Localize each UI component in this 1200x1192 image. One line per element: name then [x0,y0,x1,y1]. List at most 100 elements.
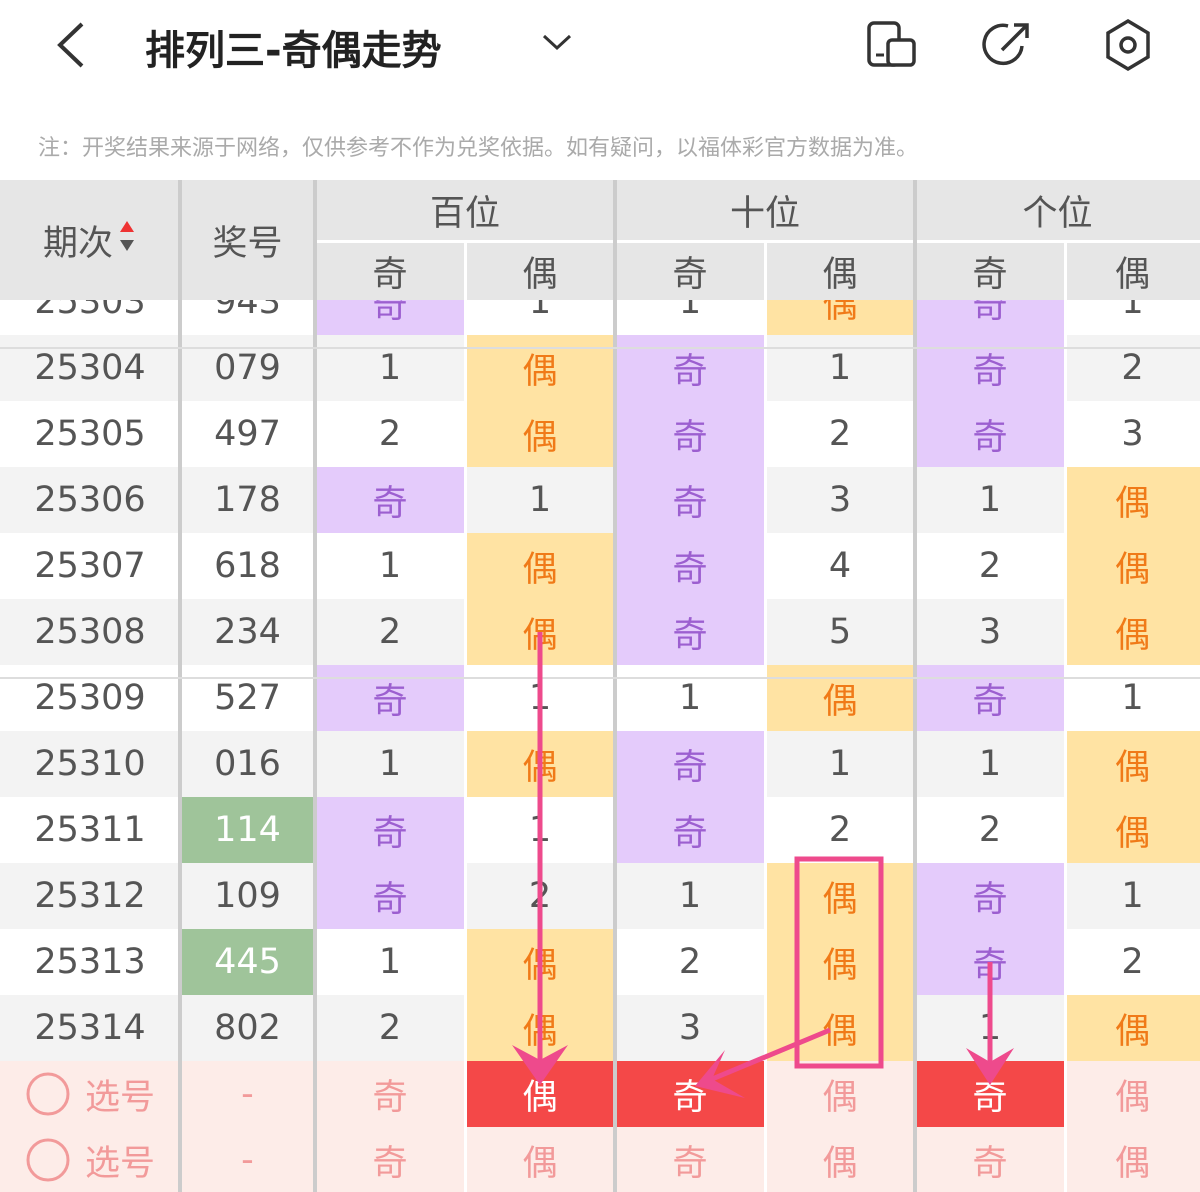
trend-cell: 奇 [915,863,1065,929]
trend-cell: 偶 [1065,995,1200,1061]
issue: 25312 [34,876,146,916]
trend-cell: 奇 [615,731,765,797]
trend-cell: 偶 [1065,467,1200,533]
trend-cell: 奇 [915,401,1065,467]
sub-header: 偶 [765,240,915,300]
row-divider [0,677,1200,679]
trend-cell: 奇 [915,335,1065,401]
number: 234 [214,612,281,652]
sub-header: 奇 [615,240,765,300]
trend-cell: 2 [978,810,1002,850]
trend-cell: 1 [978,480,1002,520]
issue: 25314 [34,1008,146,1048]
trend-cell: 1 [978,744,1002,784]
pick-label[interactable]: 选号 [0,1061,180,1127]
pick-cell[interactable]: 奇 [615,1061,765,1127]
trend-cell: 1 [678,678,702,718]
trend-cell: 奇 [315,863,465,929]
share-icon[interactable] [982,20,1034,70]
trend-cell: 奇 [615,467,765,533]
trend-cell: 偶 [1065,797,1200,863]
trend-cell: 1 [678,876,702,916]
title: 排列三-奇偶走势 [145,28,442,74]
trend-cell: 奇 [615,401,765,467]
pick-cell[interactable]: 奇 [972,1143,1008,1184]
trend-cell: 2 [678,942,702,982]
trend-cell: 5 [828,612,852,652]
sort-icon[interactable] [117,218,137,263]
pick-cell[interactable]: 奇 [672,1143,708,1184]
trend-cell: 偶 [765,665,915,731]
pick-label[interactable]: 选号 [0,1127,180,1192]
number: 114 [180,797,315,863]
pick-cell[interactable]: 偶 [822,1077,858,1118]
trend-cell: 奇 [315,467,465,533]
pick-cell[interactable]: 偶 [522,1143,558,1184]
trend-cell: 1 [1121,678,1144,718]
trend-cell: 1 [378,546,402,586]
dropdown[interactable] [540,30,574,54]
trend-cell: 奇 [315,665,465,731]
trend-cell: 2 [378,612,402,652]
trend-cell: 偶 [465,401,615,467]
pick-cell[interactable]: 偶 [822,1143,858,1184]
group-header: 个位 [915,180,1200,240]
issue: 25307 [34,546,146,586]
issue: 25306 [34,480,146,520]
trend-cell: 1 [378,348,402,388]
trend-cell: 1 [828,744,852,784]
pick-row-bg [0,1127,1200,1192]
trend-cell: 奇 [915,665,1065,731]
sub-header: 偶 [465,240,615,300]
number: 016 [214,744,281,784]
issue: 25304 [34,348,146,388]
pick-cell[interactable]: 奇 [372,1143,408,1184]
issue: 25311 [34,810,146,850]
back-button[interactable] [50,20,90,70]
number: 527 [214,678,281,718]
trend-cell: 2 [378,414,402,454]
trend-cell: 偶 [765,995,915,1061]
column-divider [764,240,767,1192]
column-divider [464,240,467,1192]
trend-cell: 偶 [765,863,915,929]
trend-cell: 奇 [615,533,765,599]
column-divider [178,180,182,1192]
note: 注：开奖结果来源于网络，仅供参考不作为兑奖依据。如有疑问，以福体彩官方数据为准。 [38,136,919,161]
number: 618 [214,546,281,586]
group-header: 百位 [315,180,615,240]
trend-cell: 2 [978,546,1002,586]
pick-cell[interactable]: 奇 [372,1077,408,1118]
pick-number: - [241,1140,254,1180]
pick-cell[interactable]: 偶 [1114,1077,1150,1118]
pick-text: 选号 [84,1077,155,1118]
switch-icon[interactable] [866,20,918,70]
trend-cell: 偶 [1065,599,1200,665]
trend-cell: 1 [828,348,852,388]
trend-cell: 奇 [615,797,765,863]
column-divider [1064,240,1067,1192]
trend-cell: 1 [378,942,402,982]
trend-cell: 偶 [765,929,915,995]
table-body: 25303 943 奇 1 1 偶奇 1 25304 079 1 偶奇 1 奇 2 25305 497 2 偶奇 2… [0,300,1200,1192]
trend-cell: 3 [1121,414,1144,454]
issue: 25309 [34,678,146,718]
trend-cell: 1 [1121,876,1144,916]
settings-icon[interactable] [1102,18,1154,72]
trend-cell: 3 [978,612,1002,652]
trend-cell: 2 [828,414,852,454]
trend-cell: 偶 [1065,731,1200,797]
trend-cell: 奇 [615,599,765,665]
pick-cell[interactable]: 偶 [1114,1143,1150,1184]
sub-header: 偶 [1065,240,1200,300]
pick-cell[interactable]: 奇 [915,1061,1065,1127]
column-divider [313,180,317,1192]
number: 079 [214,348,281,388]
pick-text: 选号 [84,1143,155,1184]
trend-table: 期次 奖号 百位 十位 个位奇偶奇偶奇偶 25303 943 奇 1 1 偶奇 1 25304 079 1 偶… [0,180,1200,1192]
trend-cell: 3 [828,480,852,520]
row-divider [0,347,1200,349]
trend-cell: 1 [378,744,402,784]
trend-cell: 2 [378,1008,402,1048]
